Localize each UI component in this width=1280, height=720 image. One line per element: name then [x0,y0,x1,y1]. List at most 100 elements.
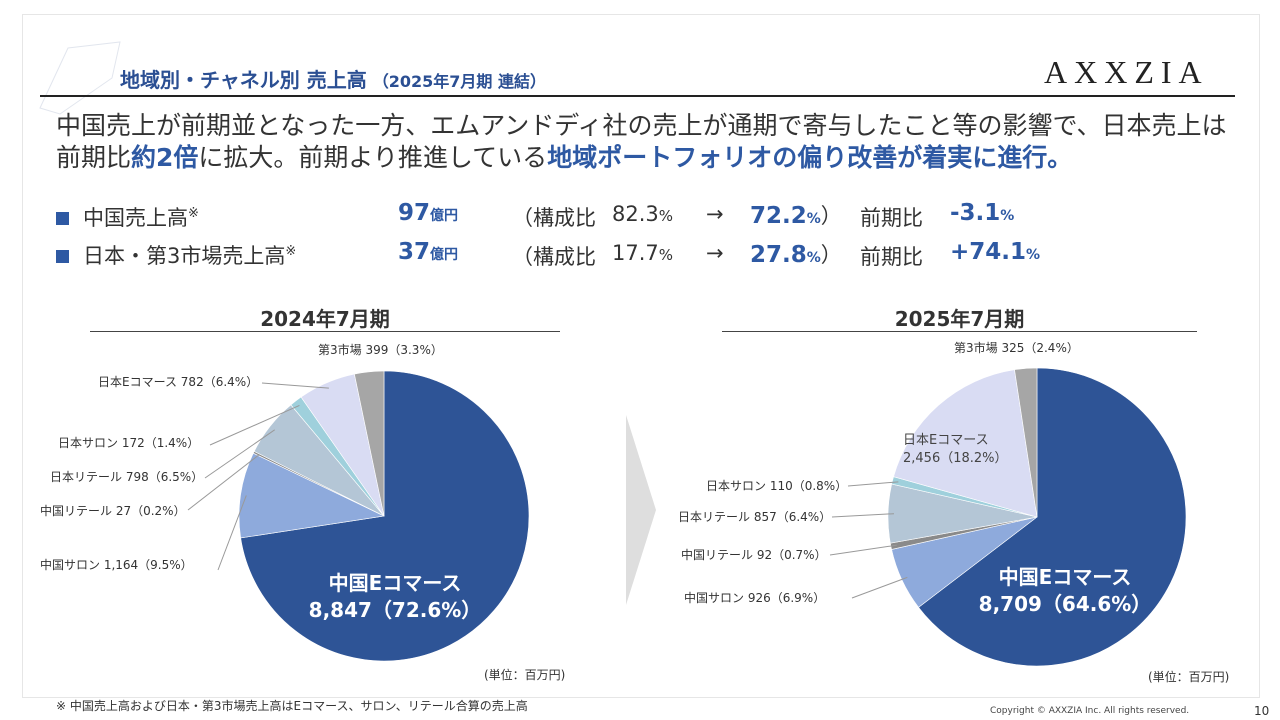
pct-sign: % [806,211,821,227]
hexagon-decoration [39,41,121,115]
kpi-china-value: 97億円 [398,200,458,226]
label-2024-third-market: 第3市場 399（3.3%） [318,343,443,357]
title-sub: （2025年7月期 連結） [372,72,547,91]
pie-slice-2025-china-ec [918,367,1187,667]
pie-chart-2024 [238,370,530,662]
kpi-label: 中国売上高 [83,206,188,230]
leader-line-2024-japan-ec [261,382,329,389]
ratio-label: （構成比 [512,245,596,269]
label-2025-japan-salon: 日本サロン 110（0.8%） [706,479,848,493]
label-2024-china-salon: 中国サロン 1,164（9.5%） [40,558,193,572]
close-paren: ） [820,243,842,267]
kpi-label: 日本・第3市場売上高 [83,244,286,268]
label-2025-china-salon: 中国サロン 926（6.9%） [684,591,826,605]
copyright: Copyright © AXXZIA Inc. All rights reser… [990,706,1190,716]
pie-chart-2025 [887,367,1187,667]
kpi-japan-cur-ratio: 27.8%） [750,239,842,269]
leader-line-2024-china-salon [217,495,247,571]
bullet-square-icon [56,212,69,225]
kpi-japan-yoy: +74.1% [950,239,1040,265]
title-main: 地域別・チャネル別 売上高 [120,68,367,92]
unit-label-2024: (単位：百万円) [484,668,566,682]
chart-title-rule-2025 [722,331,1197,332]
label-2024-china-ec: 中国Eコマース 8,847（72.6%） [295,570,495,624]
chart-title-2025: 2025年7月期 [894,307,1025,331]
label-2025-third-market: 第3市場 325（2.4%） [954,341,1079,355]
pct-sign: % [658,207,674,225]
label-2024-china-retail: 中国リテール 27（0.2%） [40,504,186,518]
label-2025-china-ec: 中国Eコマース 8,709（64.6%） [965,564,1165,618]
kpi-china-yoy: -3.1% [950,200,1014,226]
ratio-label: （構成比 [512,206,596,230]
kpi-note-mark: ※ [188,206,199,221]
label-2024-japan-retail: 日本リテール 798（6.5%） [50,470,204,484]
kpi-value: 37 [398,239,431,265]
footnote: ※ 中国売上高および日本・第3市場売上高はEコマース、サロン、リテール合算の売上… [56,699,528,713]
lead-text: 中国売上が前期並となった一方、エムアンドディ社の売上が通期で寄与したこと等の影響… [56,110,1236,174]
label-2024-china-ec-name: 中国Eコマース [328,571,462,595]
lead-part1: 中国売上が前期並となった一方、エムアンドディ社の売上が通期で寄与したこと等の影響… [56,111,1227,172]
leader-line-2024-japan-salon [209,404,300,446]
cur-ratio: 72.2 [750,203,807,229]
leader-line-2025-china-salon [851,576,908,599]
pct-sign: % [1000,208,1015,224]
leader-line-2025-japan-salon [847,481,899,487]
chart-title-2024: 2024年7月期 [260,307,390,331]
cur-ratio: 27.8 [750,242,807,268]
lead-highlight-1: 約2倍 [131,143,199,172]
bullet-square-icon [56,250,69,263]
pie-slice-2024-third-market [354,370,385,517]
label-2024-china-ec-value: 8,847（72.6%） [308,598,482,622]
label-2025-japan-retail: 日本リテール 857（6.4%） [678,510,832,524]
kpi-unit: 億円 [430,208,459,224]
pie-slice-2025-japan-ec [893,369,1038,518]
slide-frame [22,14,1260,698]
label-2025-japan-ec: 日本Eコマース 2,456（18.2%） [903,432,1008,468]
prev-ratio: 17.7 [612,241,659,265]
label-2025-japan-ec-value: 2,456（18.2%） [903,451,1008,466]
leader-lines [187,382,908,599]
pie-slice-2024-china-ec [240,370,530,662]
label-2025-japan-ec-name: 日本Eコマース [903,433,989,448]
page-number: 10 [1254,704,1270,718]
page-title: 地域別・チャネル別 売上高 （2025年7月期 連結） [120,64,546,93]
chart-title-rule-2024 [90,331,560,332]
transition-arrow-icon [626,415,656,605]
leader-line-2024-japan-retail [204,429,275,479]
leader-line-2024-china-retail [187,454,260,511]
kpi-china-prev-ratio: 82.3% [612,202,673,226]
kpi-china-yoy-label: 前期比 [860,206,923,230]
kpi-japan-ratio: （構成比 [512,241,596,271]
kpi-japan-label: 日本・第3市場売上高※ [56,240,296,270]
pct-sign: % [1026,247,1041,263]
kpi-japan-value: 37億円 [398,239,458,265]
label-2025-china-ec-name: 中国Eコマース [998,565,1132,589]
kpi-china-cur-ratio: 72.2%） [750,200,842,230]
close-paren: ） [820,204,842,228]
kpi-japan-yoy-label: 前期比 [860,245,923,269]
leader-line-2025-china-retail [829,544,897,556]
header-divider [40,95,1235,97]
pie-slice-2024-china-salon [238,452,386,539]
yoy-value: +74.1 [950,239,1027,265]
unit-label-2025: (単位：百万円) [1148,670,1230,684]
kpi-japan-prev-ratio: 17.7% [612,241,673,265]
lead-part2: に拡大。前期より推進している [198,143,548,172]
label-2025-china-retail: 中国リテール 92（0.7%） [681,548,827,562]
kpi-note-mark: ※ [285,244,297,259]
pie-slice-2025-third-market [1014,367,1038,518]
lead-highlight-2: 地域ポートフォリオの偏り改善が着実に進行。 [547,143,1073,172]
company-logo: AXXZIA [1044,54,1209,90]
kpi-japan-arrow: → [706,241,724,265]
pct-sign: % [658,246,674,264]
kpi-value: 97 [398,200,431,226]
label-2024-japan-ec: 日本Eコマース 782（6.4%） [98,375,259,389]
pct-sign: % [806,250,821,266]
label-2025-china-ec-value: 8,709（64.6%） [978,592,1152,616]
kpi-china-ratio: （構成比 [512,202,596,232]
label-2024-japan-salon: 日本サロン 172（1.4%） [58,436,200,450]
yoy-value: -3.1 [950,200,1001,226]
kpi-china-label: 中国売上高※ [56,202,199,232]
prev-ratio: 82.3 [612,202,659,226]
